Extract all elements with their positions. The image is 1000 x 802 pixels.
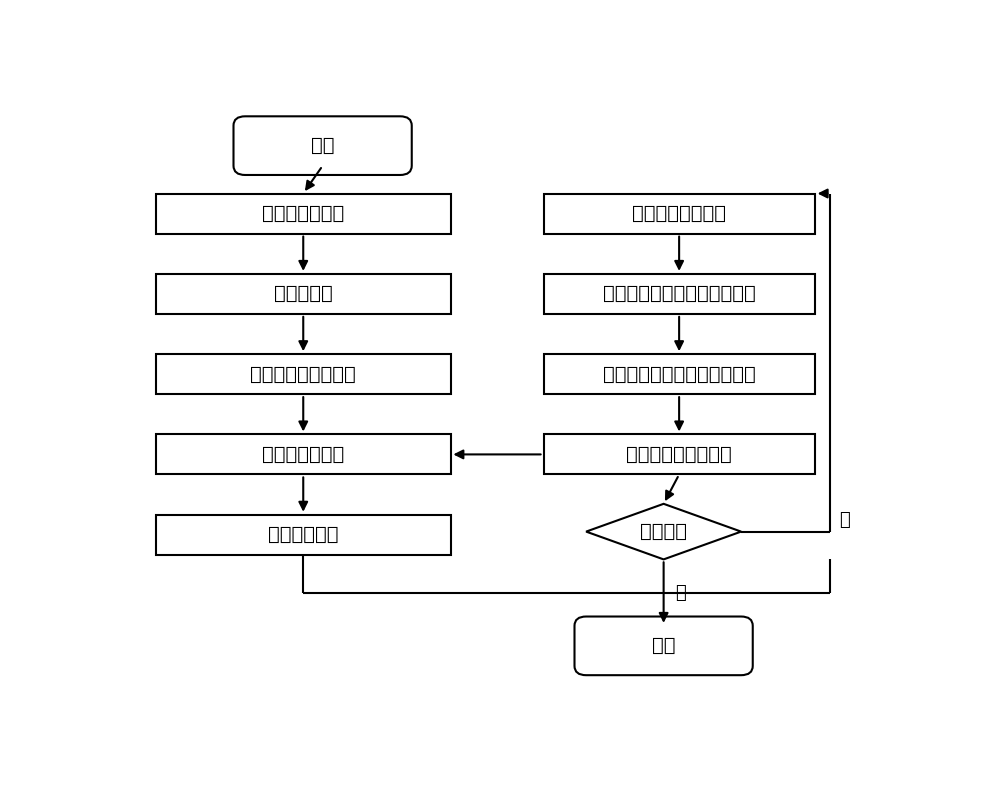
Bar <box>156 273 450 314</box>
FancyBboxPatch shape <box>234 116 412 175</box>
Text: 求取光条与渣土表面截面面积: 求取光条与渣土表面截面面积 <box>603 365 756 383</box>
Text: 三维坐标统一到世界坐标系下: 三维坐标统一到世界坐标系下 <box>603 285 756 303</box>
Text: 提取激光条纹: 提取激光条纹 <box>268 525 338 545</box>
Text: 是否结束: 是否结束 <box>640 522 687 541</box>
Text: 计算出渣流量、体积: 计算出渣流量、体积 <box>626 445 732 464</box>
Text: 采集光条纹图像: 采集光条纹图像 <box>262 445 344 464</box>
Text: 相机内外参标定: 相机内外参标定 <box>262 204 344 223</box>
Text: 否: 否 <box>840 511 850 529</box>
Text: 是: 是 <box>675 584 686 602</box>
Bar <box>156 435 450 475</box>
Bar <box>544 273 815 314</box>
Polygon shape <box>586 504 741 560</box>
Bar <box>156 193 450 233</box>
Bar <box>156 515 450 555</box>
Bar <box>544 193 815 233</box>
Text: 开始: 开始 <box>311 136 334 155</box>
Bar <box>156 354 450 395</box>
FancyBboxPatch shape <box>574 617 753 675</box>
Bar <box>544 354 815 395</box>
Text: 计算光条三维坐标: 计算光条三维坐标 <box>632 204 726 223</box>
Text: 皮带机运行速度获取: 皮带机运行速度获取 <box>250 365 356 383</box>
Text: 光平面标定: 光平面标定 <box>274 285 333 303</box>
Bar <box>544 435 815 475</box>
Text: 结束: 结束 <box>652 636 675 655</box>
